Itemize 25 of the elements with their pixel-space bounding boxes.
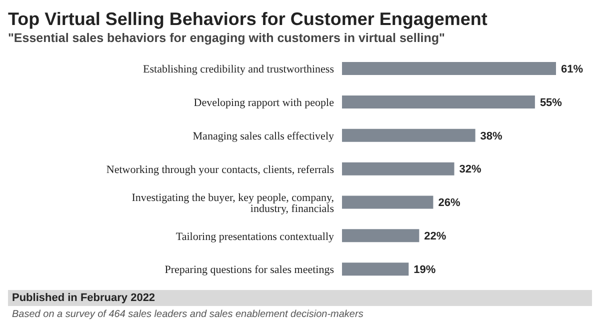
y-tick-label: Developing rapport with people bbox=[194, 97, 334, 110]
y-tick-label: Establishing credibility and trustworthiness bbox=[143, 64, 334, 76]
data-label: 32% bbox=[459, 164, 482, 176]
y-tick-label: Preparing questions for sales meetings bbox=[164, 264, 334, 276]
bar bbox=[342, 95, 535, 108]
text: Based on a survey of 464 sales leaders and sales enablement decision-makers bbox=[11, 308, 364, 322]
data-label: 61% bbox=[561, 63, 584, 76]
bar bbox=[342, 162, 454, 176]
bar bbox=[342, 229, 420, 242]
y-tick-label: Networking through your contacts, clients, referrals bbox=[106, 164, 334, 176]
data-label: 22% bbox=[424, 230, 446, 243]
bar bbox=[342, 262, 409, 276]
data-label: 55% bbox=[540, 96, 562, 109]
bar bbox=[342, 62, 556, 76]
y-tick-label: Tailoring presentations contextually bbox=[176, 230, 334, 243]
data-label: 19% bbox=[414, 264, 436, 276]
y-tick-label: Managing sales calls effectively bbox=[192, 130, 334, 142]
text: "Essential sales behaviors for engaging with customers in virtual selling" bbox=[8, 30, 446, 46]
data-label: 38% bbox=[480, 130, 503, 142]
bar bbox=[342, 128, 476, 142]
y-tick-label: Investigating the buyer, key people, company, industry, financials bbox=[132, 192, 334, 215]
chart-title: Top Virtual Selling Behaviors for Customer Engagement bbox=[8, 8, 488, 30]
data-label: 26% bbox=[438, 197, 460, 210]
bar bbox=[342, 196, 434, 209]
text: Published in February 2022 bbox=[8, 290, 592, 306]
